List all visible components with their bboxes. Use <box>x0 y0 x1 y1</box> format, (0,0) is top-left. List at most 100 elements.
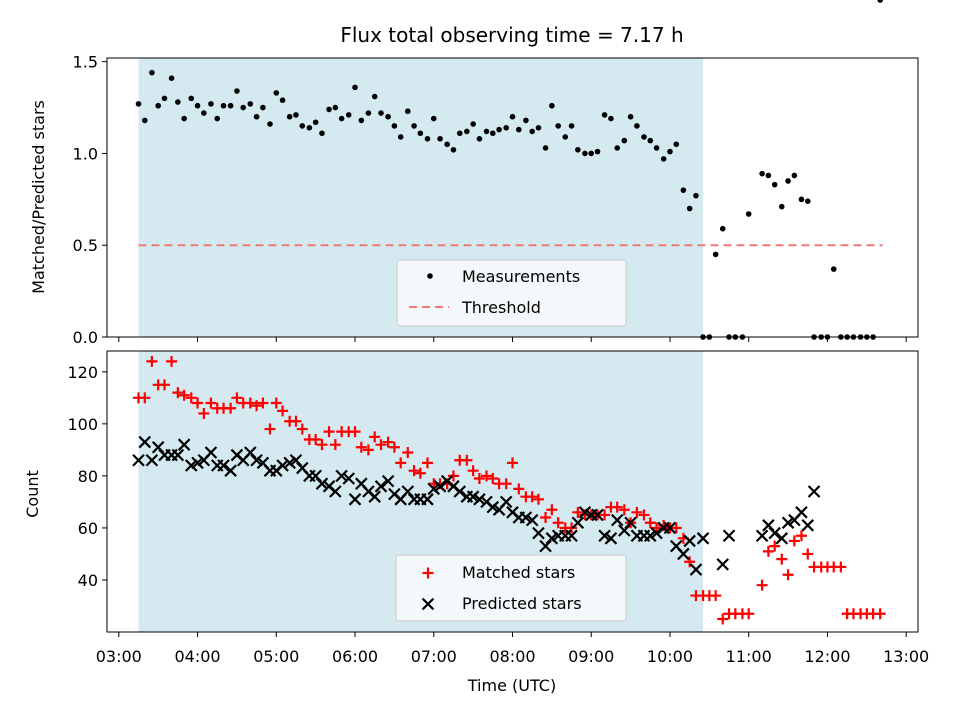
y-tick-label: 80 <box>78 467 98 486</box>
matched-point <box>323 426 335 438</box>
matched-point <box>572 506 584 518</box>
measurement-point <box>326 106 332 113</box>
matched-point <box>225 402 237 414</box>
measurement-point <box>614 145 621 151</box>
predicted-point <box>499 495 513 509</box>
matched-point <box>375 439 387 451</box>
predicted-point <box>276 459 289 472</box>
predicted-point <box>315 477 329 490</box>
measurement-point <box>653 145 660 151</box>
matched-point <box>421 457 433 469</box>
measurement-point <box>542 145 549 151</box>
x-tick-label: 04:00 <box>174 647 220 666</box>
measurement-point <box>634 123 640 129</box>
count-y-axis-label: Count <box>23 470 42 518</box>
predicted-point <box>768 526 781 540</box>
predicted-point <box>217 459 230 472</box>
measurement-point <box>385 113 391 120</box>
matched-point <box>270 397 282 409</box>
predicted-point <box>525 513 539 527</box>
matched-point <box>146 355 158 367</box>
count-panel: 40 60 80 100 120 03:00 04:00 05:00 06:00 07:00 08… <box>23 351 929 695</box>
predicted-point <box>368 490 381 503</box>
matched-point <box>139 392 151 404</box>
predicted-point <box>610 513 624 527</box>
measurement-point <box>365 110 372 116</box>
matched-point <box>198 407 210 419</box>
measurement-point <box>135 101 142 107</box>
measurement-point <box>194 102 201 109</box>
x-tick-label: 06:00 <box>332 647 378 666</box>
measurement-point <box>201 110 207 116</box>
measurement-point <box>555 123 561 129</box>
matched-point <box>296 423 308 435</box>
measurement-point <box>430 115 437 122</box>
measurement-point <box>424 135 431 142</box>
matched-point <box>402 446 414 458</box>
matched-point <box>638 509 650 521</box>
predicted-point <box>775 532 789 545</box>
matched-point <box>684 556 696 568</box>
ratio-legend-box <box>396 259 627 327</box>
measurement-point <box>456 130 463 137</box>
y-tick-label: 0.5 <box>73 236 98 255</box>
x-tick-label: 05:00 <box>253 647 299 666</box>
matched-point <box>769 540 781 552</box>
measurement-point <box>279 97 286 104</box>
matched-point <box>835 561 847 573</box>
measurement-point <box>175 99 181 105</box>
measurement-point <box>155 102 161 109</box>
matched-point <box>802 548 814 560</box>
predicted-point <box>722 529 736 543</box>
legend-predicted-marker <box>421 597 435 611</box>
predicted-point <box>335 469 348 483</box>
measurement-point <box>141 117 148 124</box>
matched-point <box>244 397 256 409</box>
measurement-point <box>667 148 673 155</box>
predicted-point <box>348 493 362 506</box>
predicted-point <box>250 454 263 467</box>
count-legend-box <box>395 554 627 622</box>
predicted-point <box>689 563 703 576</box>
measurement-point <box>778 203 785 210</box>
predicted-point <box>184 459 198 472</box>
measurement-point <box>745 211 752 217</box>
measurement-point <box>686 205 693 212</box>
predicted-point <box>421 493 434 506</box>
measurement-point <box>771 181 778 188</box>
matched-point <box>481 470 493 482</box>
measurement-point <box>535 124 542 131</box>
measurement-point <box>240 104 247 111</box>
measurement-point <box>404 108 411 115</box>
matched-point <box>349 426 361 438</box>
predicted-stars-points <box>133 437 821 576</box>
x-tick-label: 09:00 <box>568 647 614 666</box>
matched-point <box>513 483 525 495</box>
measurement-point <box>712 251 719 258</box>
measurement-point <box>588 150 595 157</box>
measurement-point <box>260 104 266 111</box>
measurement-point <box>168 75 175 81</box>
legend-matched-label: Matched stars <box>462 563 575 582</box>
measurement-point <box>299 123 306 129</box>
measurement-point <box>397 134 404 140</box>
measurement-point <box>877 0 884 3</box>
y-tick-label: 40 <box>78 571 98 590</box>
matched-point <box>251 400 263 412</box>
measurement-point <box>621 137 628 144</box>
matched-point <box>546 504 558 516</box>
predicted-point <box>433 480 447 493</box>
predicted-point <box>683 534 696 548</box>
measurement-point <box>332 104 339 111</box>
measurement-point <box>227 102 234 109</box>
measurement-point <box>830 266 837 272</box>
matched-point <box>310 433 322 445</box>
matched-point <box>467 465 479 477</box>
matched-point <box>185 392 197 404</box>
measurement-point <box>161 95 168 102</box>
measurement-point <box>496 126 502 133</box>
measurement-point <box>791 172 798 179</box>
matched-point <box>507 457 518 469</box>
legend-matched-marker <box>422 567 434 579</box>
measurement-point <box>470 121 476 127</box>
